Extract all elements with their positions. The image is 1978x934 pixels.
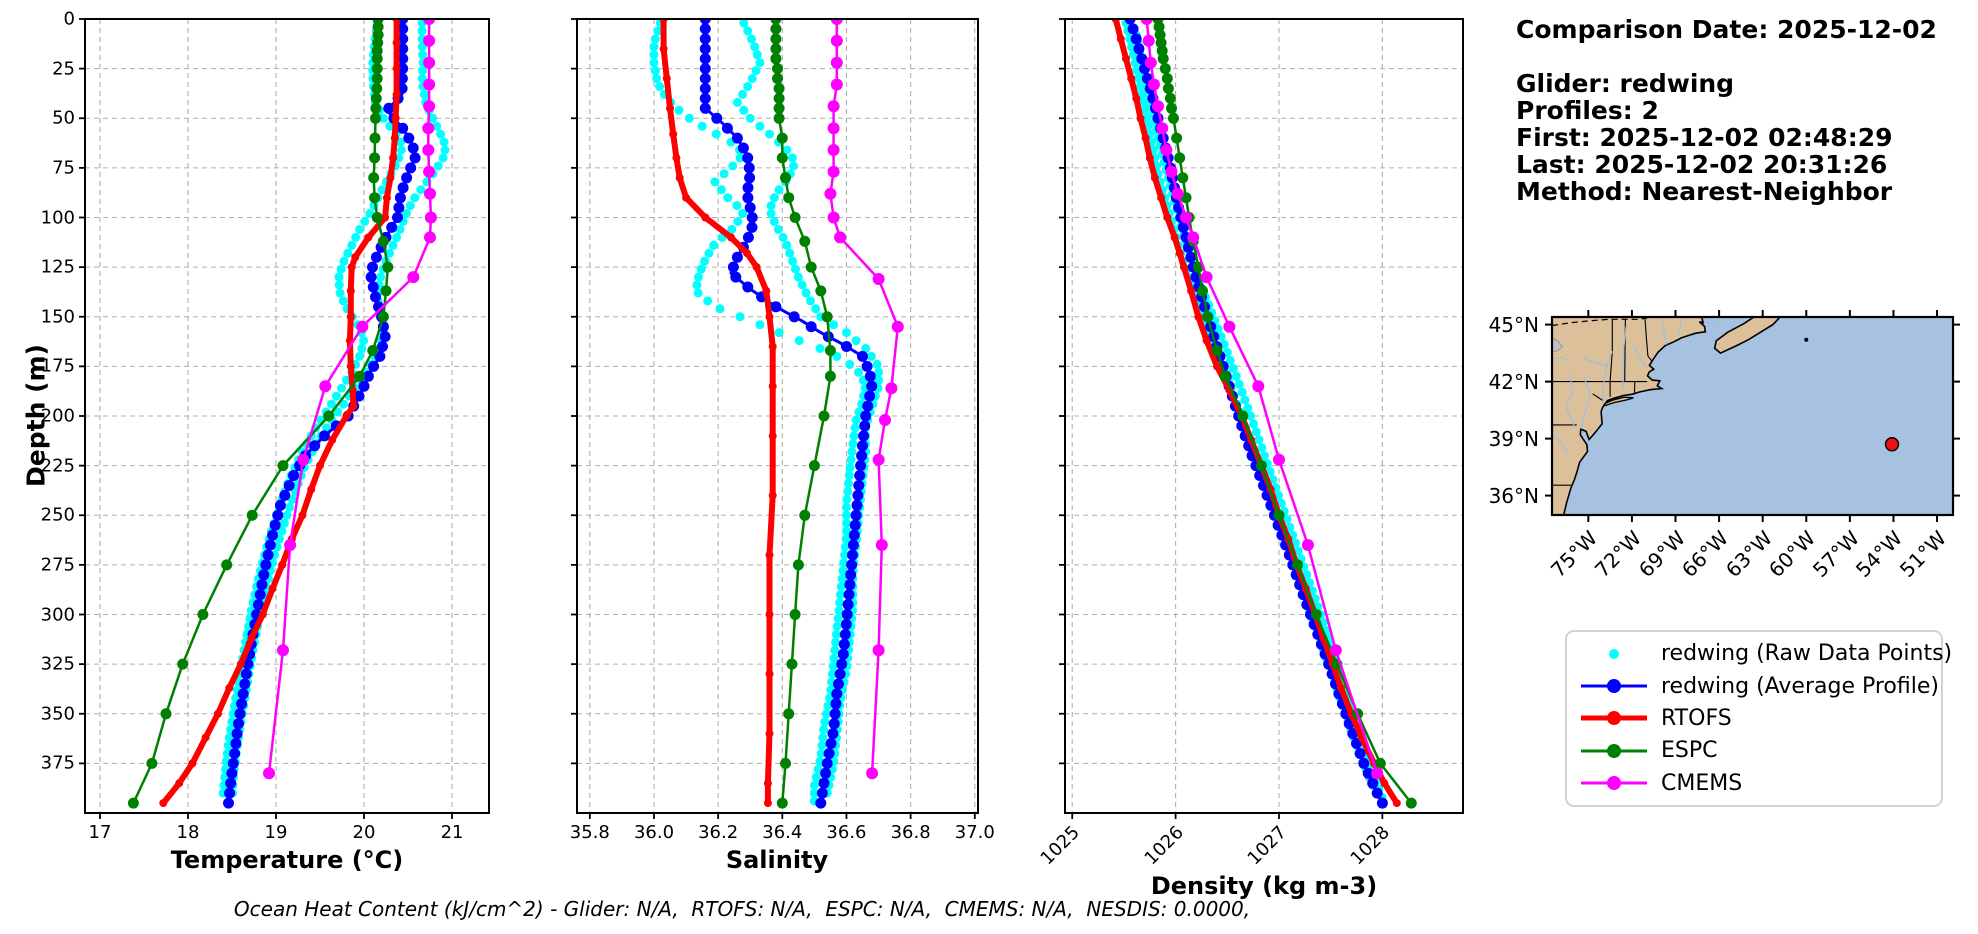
series-cmems <box>1140 19 1384 780</box>
river <box>1661 317 1668 345</box>
series-cmems <box>824 19 904 780</box>
location-map <box>1545 310 1960 522</box>
legend-item-espc: ESPC <box>1577 738 1931 763</box>
small-island <box>1804 337 1809 342</box>
y-tick-label: 25 <box>52 58 75 80</box>
y-tick-label: 0 <box>63 8 75 30</box>
cmems-marker-icon <box>1577 771 1651 795</box>
y-tick-label: 325 <box>40 653 75 675</box>
salinity-axis-title: Salinity <box>725 846 829 874</box>
x-tick-label: 17 <box>88 822 112 843</box>
legend-item-label: ESPC <box>1661 738 1718 764</box>
legend-item-average-profile: redwing (Average Profile) <box>1577 674 1939 699</box>
density-panel <box>1059 18 1464 819</box>
river <box>1565 373 1576 428</box>
espc-marker-icon <box>1577 739 1651 763</box>
river <box>1582 356 1609 368</box>
legend-item-label: redwing (Average Profile) <box>1661 673 1939 699</box>
profiles-count-text: Profiles: 2 <box>1516 96 1659 125</box>
x-tick-label: 36.8 <box>890 822 931 843</box>
y-tick-label: 350 <box>40 703 75 725</box>
river <box>1580 377 1592 429</box>
legend-item-label: RTOFS <box>1661 705 1732 731</box>
temperature-panel <box>79 18 490 819</box>
series-espc <box>127 19 394 809</box>
legend: redwing (Raw Data Points) redwing (Avera… <box>1565 630 1952 807</box>
y-tick-label: 300 <box>40 604 75 625</box>
canada-border <box>1552 317 1654 327</box>
average-profile-marker-icon <box>1577 674 1651 698</box>
map-lat-tick-label: 39°N <box>1488 426 1539 451</box>
x-tick-label: 21 <box>440 822 464 843</box>
nova-scotia-coastline <box>1713 317 1782 355</box>
comparison-date-text: Comparison Date: 2025-12-02 <box>1516 15 1937 44</box>
temperature-axis-title: Temperature (°C) <box>170 846 404 874</box>
series-espc <box>770 19 836 809</box>
river <box>1552 357 1570 362</box>
lake-ontario <box>1552 337 1563 353</box>
method-text: Method: Nearest-Neighbor <box>1516 177 1893 206</box>
mainland-coastline <box>1552 317 1707 515</box>
series-average <box>699 19 878 809</box>
y-tick-label: 200 <box>40 405 75 427</box>
x-tick-label: 20 <box>352 822 376 843</box>
glider-name-text: Glider: redwing <box>1516 69 1735 98</box>
series-cmems <box>263 19 437 780</box>
river <box>1678 317 1682 335</box>
x-tick-label: 18 <box>176 822 200 843</box>
series-rtofs <box>159 19 401 808</box>
river <box>1602 350 1613 405</box>
x-tick-label: 36.2 <box>698 822 739 843</box>
x-tick-label: 36.6 <box>826 822 867 843</box>
series-raw-profile-2 <box>227 19 450 798</box>
legend-item-raw-data: redwing (Raw Data Points) <box>1577 641 1952 666</box>
y-tick-label: 100 <box>40 207 75 228</box>
legend-item-rtofs: RTOFS <box>1577 706 1931 731</box>
legend-item-cmems: CMEMS <box>1577 771 1931 796</box>
series-espc <box>1152 19 1417 809</box>
series-raw-profile-1 <box>649 19 870 806</box>
x-tick-label: 35.8 <box>569 822 610 843</box>
y-tick-label: 50 <box>52 107 75 129</box>
raw-data-marker-icon <box>1577 642 1651 666</box>
x-tick-label: 36.4 <box>762 822 803 843</box>
y-tick-label: 225 <box>40 455 75 477</box>
info-panel: Comparison Date: 2025-12-02 Glider: redw… <box>1516 16 1937 205</box>
y-tick-label: 75 <box>52 157 75 179</box>
river <box>1552 433 1569 454</box>
map-lat-tick-label: 36°N <box>1488 483 1539 508</box>
legend-item-label: CMEMS <box>1661 770 1743 796</box>
salinity-panel <box>571 18 979 819</box>
long-island-coastline <box>1602 396 1634 408</box>
state-border <box>1644 318 1652 362</box>
x-tick-label: 19 <box>264 822 288 843</box>
first-profile-time-text: First: 2025-12-02 02:48:29 <box>1516 123 1893 152</box>
river <box>1621 326 1627 390</box>
map-lat-tick-label: 45°N <box>1488 312 1539 337</box>
series-rtofs <box>659 19 777 808</box>
figure-caption: Ocean Heat Content (kJ/cm^2) - Glider: N… <box>233 897 1251 921</box>
state-border <box>1624 318 1626 382</box>
x-tick-label: 36.0 <box>633 822 675 843</box>
map-lat-tick-label: 42°N <box>1488 369 1539 394</box>
density-axis-title: Density (kg m-3) <box>1150 872 1378 900</box>
y-tick-label: 175 <box>40 355 75 377</box>
y-tick-label: 250 <box>40 504 75 526</box>
state-border <box>1592 393 1604 402</box>
y-tick-label: 275 <box>40 554 75 576</box>
river <box>1632 345 1647 367</box>
rtofs-marker-icon <box>1577 706 1651 730</box>
legend-item-label: redwing (Raw Data Points) <box>1661 641 1953 667</box>
x-tick-label: 37.0 <box>954 822 995 843</box>
river <box>1709 317 1719 325</box>
glider-location-marker <box>1884 437 1900 452</box>
y-tick-label: 150 <box>40 306 75 328</box>
y-tick-label: 375 <box>40 752 75 774</box>
series-average <box>223 19 421 809</box>
y-tick-label: 125 <box>40 256 75 278</box>
y-axis-title: Depth (m) <box>21 344 51 487</box>
last-profile-time-text: Last: 2025-12-02 20:31:26 <box>1516 150 1888 179</box>
